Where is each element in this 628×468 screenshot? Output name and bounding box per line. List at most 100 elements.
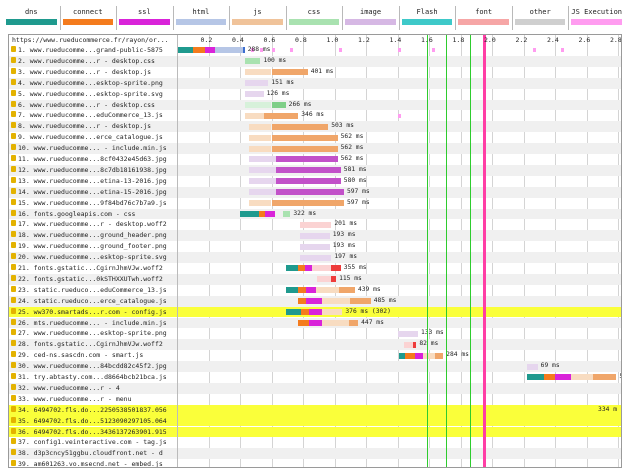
tick-label: 2.0 [484,36,496,44]
request-url: 39. am601263.vo.msecnd.net - embed.js [18,460,163,468]
js-execution-mark [532,48,536,53]
timing-bar-segment [276,156,338,163]
timing-bar-segment [285,287,299,294]
request-duration: 288 ms [247,46,271,53]
request-row[interactable]: 26. mts.rueducomme... - include.min.js 44… [9,317,621,329]
request-url: 32. www.rueducomme...r - 4 [18,383,120,392]
request-row[interactable]: 13. www.rueducomme...etina-13-2016.jpg 58… [9,176,621,187]
request-url: 37. config1.veinteractive.com - tag.js [18,438,167,447]
request-row[interactable]: 28. fonts.gstatic...CgirnJhmVJw.woff2 82 … [9,339,621,351]
request-duration: 580 ms [343,176,367,184]
timing-bar-segment [321,319,349,326]
timing-bar-segment [249,134,272,141]
request-duration: 355 ms [343,264,367,271]
request-duration: 126 ms [266,89,290,97]
legend-item-image: image [342,6,399,30]
legend-separator [116,6,118,30]
timing-bar-segment [435,352,444,359]
request-row[interactable]: 18. www.rueducomme...ground_header.png 19… [9,230,621,242]
request-row[interactable]: 7. www.rueducomme...eduCommerce_13.js 346… [9,110,621,121]
gridline [271,35,273,467]
timing-bar-segment [350,298,371,305]
timing-bar-segment [304,265,313,272]
legend-separator [511,6,513,30]
request-row[interactable]: 10. www.rueducomme... - include.min.js 56… [9,143,621,154]
timing-bar-segment [249,167,277,174]
request-row[interactable]: 21. fonts.gstatic...CgirnJhmVJw.woff2 355… [9,263,621,274]
request-row[interactable]: 29. ced-ns.sascdn.com - smart.js 284 ms [9,350,621,361]
request-row[interactable]: 36. 6494702.fls.do...3436137263901.915 [9,426,621,438]
legend-swatch [288,19,340,25]
timing-bar-segment [271,134,338,141]
tick-label: 1.4 [389,36,402,44]
timing-bar-segment [299,221,332,228]
timing-bar-segment [405,352,415,359]
timing-bar-segment [192,47,206,54]
lock-icon [11,427,16,434]
legend-separator [229,6,231,30]
timing-bar-segment [244,91,264,98]
lock-icon [11,340,16,347]
request-row[interactable]: 17. www.rueducomme...r - desktop.woff2 20… [9,219,621,230]
request-row[interactable]: 4. www.rueducomme...esktop-sprite.png 151… [9,77,621,89]
request-row[interactable]: 15. www.rueducomme...9f84bd76c7b7a9.js 59… [9,198,621,209]
timing-bar-segment [309,319,322,326]
tick-label: 0.2 [200,36,213,44]
request-row[interactable]: 32. www.rueducomme...r - 4 [9,382,621,394]
request-row[interactable]: 35. 6494702.fls.do...5123090297105.064 [9,415,621,427]
request-row[interactable]: 6. www.rueducomme...r - desktop.css 266 m… [9,99,621,111]
request-row[interactable]: 12. www.rueducomme...8c7db18161938.jpg 58… [9,164,621,176]
request-row[interactable]: 25. ww370.smartads...r.com - config.js 37… [9,306,621,318]
legend-swatch [571,19,622,25]
request-row[interactable]: 22. fonts.gstatic...0kSTHXXUTwh.woff2 115… [9,273,621,285]
request-row[interactable]: 14. www.rueducomme...etina-15-2016.jpg 59… [9,186,621,198]
request-row[interactable]: 2. www.rueducomme...r - desktop.css 100 m… [9,55,621,67]
request-duration: 115 ms [339,274,362,282]
lock-icon [11,46,16,52]
request-row[interactable]: 39. am601263.vo.msecnd.net - embed.js [9,459,621,468]
tick-label: 1.0 [326,36,339,44]
legend: dns connect ssl html js css image Flash font othe… [3,6,625,30]
timing-bar-segment [265,210,275,217]
request-row[interactable]: 5. www.rueducomme...esktop-sprite.svg 126… [9,89,621,100]
timing-bar-segment [301,309,310,316]
request-row[interactable]: 27. www.rueducomme...esktop-sprite.png 13… [9,328,621,339]
gridline [492,35,493,467]
timing-bar-segment [543,374,555,381]
request-row[interactable]: 19. www.rueducomme...ground_footer.png 19… [9,241,621,252]
request-row[interactable]: 16. fonts.googleapis.com - css 322 ms [9,208,621,220]
gridline [555,35,556,467]
request-row[interactable]: 37. config1.veinteractive.com - tag.js [9,437,621,448]
timing-bar-segment [205,47,215,54]
request-row[interactable]: 11. www.rueducomme...8cf0432e45d63.jpg 56… [9,154,621,165]
tick-label: 2.4 [547,36,559,44]
timing-bar-segment [399,352,406,359]
timing-bar-segment [282,210,291,217]
request-row[interactable]: 3. www.rueducomme...r - desktop.js 401 ms [9,67,621,78]
request-row[interactable]: 24. static.rueduco...erce_catalogue.js 48… [9,295,621,307]
request-row[interactable]: 34. 6494702.fls.do...2250538501837.056 33… [9,404,621,416]
timing-bar-segment [244,112,264,119]
request-row[interactable]: 38. d3p3cncy51ggbu.cloudfront.net - d [9,448,621,460]
tick-label: 1.6 [421,36,433,44]
request-row[interactable]: 9. www.rueducomme...erce_catalogue.js 562… [9,132,621,143]
request-row[interactable]: 33. www.rueducomme...r - menu [9,394,621,405]
request-duration: 266 ms [288,100,312,108]
tick-label: 0.6 [263,36,276,44]
request-row[interactable]: 1. www.rueducomme...grand-public-5875 288… [9,45,621,56]
request-row[interactable]: 30. www.rueducomme...84bcdd82c45f2.jpg 69… [9,361,621,372]
js-execution-mark [290,48,294,53]
legend-label: ssl [138,8,151,16]
js-execution-mark [271,48,275,53]
timing-bar-segment [555,374,571,381]
timing-bar-segment [249,123,272,130]
request-row[interactable]: 8. www.rueducomme...r - desktop.js 503 ms [9,121,621,133]
request-row[interactable]: 20. www.rueducomme...esktop-sprite.svg 19… [9,252,621,263]
lock-icon [11,176,16,183]
request-row[interactable]: 23. static.rueduco...eduCommerce_13.js 43… [9,285,621,296]
js-execution-mark [260,48,264,53]
request-duration: 503 ms [331,122,354,130]
legend-item-ssl: ssl [116,6,173,30]
lock-icon [11,264,16,270]
request-row[interactable]: 31. try.abtasty.com...d8664bcb21bca.js 56… [9,372,621,383]
